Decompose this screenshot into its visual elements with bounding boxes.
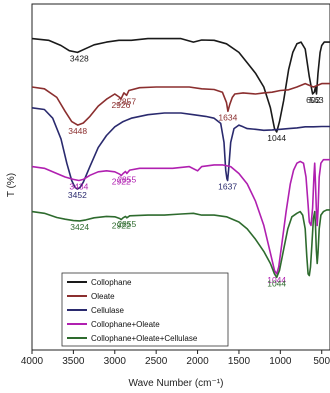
legend: Collophane Oleate Cellulase Collophane+Olea… <box>61 272 229 347</box>
peak-label-1-3: 1634 <box>218 112 237 122</box>
series-line-2 <box>31 107 330 190</box>
x-tick-label-3500: 3500 <box>62 356 85 367</box>
series-line-1 <box>31 82 330 126</box>
peak-label-2-0: 3452 <box>68 190 87 200</box>
legend-entry-4: Collophane+Oleate+Cellulase <box>91 334 198 343</box>
legend-entry-3: Collophane+Oleate <box>91 320 160 329</box>
peak-label-1-2: 2857 <box>117 96 136 106</box>
legend-entry-0: Collophane <box>91 278 132 287</box>
peak-label-3-0: 3434 <box>69 181 88 191</box>
peak-label-3-3: 1044 <box>267 275 286 285</box>
plot-frame <box>31 3 330 351</box>
peak-label-1-0: 3448 <box>68 126 87 136</box>
x-tick-label-1500: 1500 <box>228 356 251 367</box>
peak-label-3-1: 2922 <box>112 177 131 187</box>
legend-entry-1: Oleate <box>91 292 115 301</box>
peak-label-0-3: 563 <box>309 95 323 105</box>
peak-label-0-1: 1044 <box>267 133 286 143</box>
series-line-0 <box>31 37 330 133</box>
peak-label-4-3: 1044 <box>267 278 286 288</box>
peak-label-3-2: 2855 <box>117 175 136 185</box>
legend-entry-2: Cellulase <box>91 306 124 315</box>
legend-items: Collophane Oleate Cellulase Collophane+Olea… <box>67 278 198 343</box>
x-tick-label-3000: 3000 <box>104 356 127 367</box>
peak-label-0-2: 602 <box>306 95 320 105</box>
x-tick-label-4000: 4000 <box>21 356 44 367</box>
peak-label-1-1: 2926 <box>111 100 130 110</box>
series-line-3 <box>31 158 330 275</box>
peak-label-4-2: 2855 <box>117 219 136 229</box>
x-tick-label-1000: 1000 <box>269 356 292 367</box>
y-axis-title: T (%) <box>6 173 17 197</box>
x-tick-label-500: 500 <box>313 356 330 367</box>
peak-label-4-0: 3424 <box>70 222 89 232</box>
x-axis-ticks: 4000 3500 3000 2500 2000 1500 1000 500 <box>21 350 330 367</box>
peak-label-4-1: 2922 <box>112 221 131 231</box>
x-tick-label-2500: 2500 <box>145 356 168 367</box>
legend-box <box>61 272 229 347</box>
peak-label-2-1: 1637 <box>218 181 237 191</box>
peak-label-0-0: 3428 <box>70 53 89 63</box>
x-axis-title: Wave Number (cm⁻¹) <box>129 378 224 389</box>
x-tick-label-2000: 2000 <box>186 356 209 367</box>
series-line-4 <box>31 209 330 279</box>
series-layer <box>31 37 330 279</box>
